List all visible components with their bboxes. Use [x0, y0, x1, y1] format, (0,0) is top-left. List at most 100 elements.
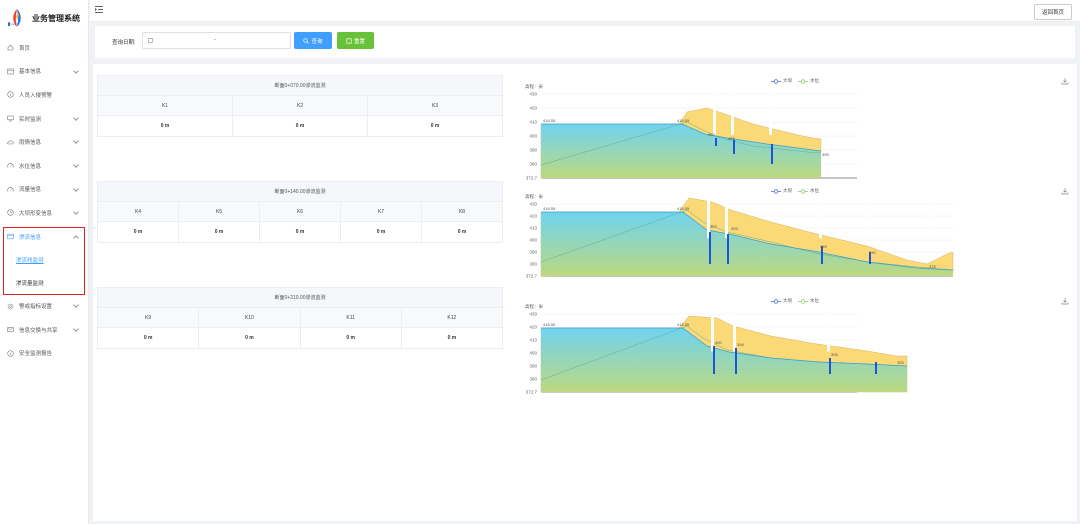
chevron-down-icon: [73, 302, 79, 309]
y-tick-label: 372.7: [526, 176, 538, 181]
chart-plot: 430 420 410 400 390 380 372.7 高程：米 418.55 418.55 4…: [525, 192, 954, 279]
chevron-down-icon: [73, 67, 79, 74]
table-cell: 0 m: [98, 116, 233, 136]
sidebar-item[interactable]: 警戒指标设置: [0, 294, 88, 318]
chart-legend: 大坝 水位: [771, 298, 819, 304]
piezometer-tube: [869, 252, 871, 264]
sidebar-item-label: 大坝形变信息: [19, 210, 53, 217]
table-cell: 0 m: [199, 328, 301, 348]
y-axis-label: 高程：米: [525, 193, 543, 200]
piezometer-tube: [829, 358, 831, 374]
piezometer-tube: [771, 144, 773, 164]
chevron-down-icon: [73, 209, 79, 215]
sidebar-subitem[interactable]: 渗流线监测: [16, 257, 44, 264]
chart-legend: 大坝 水位: [771, 188, 819, 194]
seepage-chart: 大坝 水位 430 420 410 400 390 380 372.7 高程：米 418.55 418…: [517, 72, 1077, 182]
gauge-icon: [7, 163, 14, 168]
reset-icon: [346, 37, 352, 44]
sidebar-item[interactable]: 渗流信息: [0, 225, 88, 249]
legend-item[interactable]: 大坝: [771, 188, 792, 194]
table-title: 断面0+140.00渗流监测: [98, 182, 502, 202]
sidebar-item[interactable]: 雨情信息: [0, 130, 88, 154]
logo-icon: [13, 9, 21, 27]
seepage-area: [541, 328, 907, 392]
sidebar-item-label: 渗流信息: [19, 234, 42, 241]
ground-line: [540, 209, 954, 271]
point-label: 407: [708, 132, 715, 137]
table-cell: 0 m: [430, 123, 440, 129]
table-header-cell: K11: [301, 308, 402, 327]
query-bar: 查询日期: - 查询 重置: [95, 26, 1075, 58]
sidebar-item[interactable]: 水位信息: [0, 154, 88, 178]
y-axis-label: 高程：米: [525, 83, 543, 90]
legend-item[interactable]: 水位: [798, 188, 819, 194]
sidebar-item[interactable]: 首页: [0, 36, 88, 60]
table-header-row: K1 K2 K3: [98, 96, 502, 116]
well-casing: [731, 82, 734, 135]
search-icon: [303, 37, 310, 44]
sidebar-item[interactable]: 信息交换与共享: [0, 318, 88, 342]
search-button[interactable]: 查询: [294, 32, 332, 49]
piezometer-tube: [733, 140, 735, 154]
seepage-area: [541, 212, 953, 276]
sidebar-item[interactable]: 基本信息: [0, 60, 88, 84]
piezometer-tube: [735, 348, 737, 374]
sidebar-item[interactable]: 安全监测报告: [0, 342, 88, 366]
download-icon[interactable]: [1061, 297, 1069, 305]
sidebar-item-label: 实时监测: [19, 116, 42, 123]
table-header-cell: K2: [233, 96, 368, 115]
sidebar-item[interactable]: 大坝形变信息: [0, 201, 88, 225]
table-cell: 0 m: [98, 222, 179, 242]
legend-item[interactable]: 水位: [798, 78, 819, 84]
chevron-down-icon: [73, 138, 79, 145]
well-casing: [927, 192, 930, 239]
chart-plot: 430 420 410 400 390 380 372.7 高程：米 418.55 418.55 4…: [525, 82, 857, 181]
table-header-cell: K12: [447, 315, 457, 321]
info-icon: [7, 350, 14, 357]
sidebar-item[interactable]: 流量信息: [0, 178, 88, 202]
table-header-cell: K7: [341, 202, 422, 221]
sidebar-menu: 首页基本信息 人员入侵预警实时监测雨情信息 水位信息流量信息大坝形变信息 渗流信息渗流…: [0, 36, 88, 365]
water-line: [541, 327, 908, 367]
legend-label: 水位: [810, 78, 819, 83]
mail-icon: [7, 327, 14, 333]
point-label: 405: [728, 136, 735, 141]
download-icon[interactable]: [1061, 187, 1069, 195]
topbar: 返回首页: [90, 0, 1080, 22]
ground-line: [540, 121, 822, 166]
menu-fold-icon[interactable]: [95, 6, 103, 13]
sidebar-item-label: 首页: [19, 45, 31, 52]
well-casing: [873, 302, 876, 352]
sidebar-item[interactable]: 人员入侵预警: [0, 83, 88, 107]
well-casing: [711, 302, 714, 352]
legend-item[interactable]: 水位: [798, 298, 819, 304]
y-tick-label: 400: [529, 351, 537, 356]
point-label: 418.55: [677, 322, 690, 327]
legend-marker: [798, 298, 808, 304]
sidebar-subitem[interactable]: 渗流量监测: [16, 280, 44, 287]
sidebar-item-label: 流量信息: [19, 187, 42, 194]
legend-label: 水位: [810, 298, 819, 303]
y-tick-label: 390: [529, 250, 537, 255]
y-tick-label: 410: [529, 226, 537, 231]
reset-button[interactable]: 重置: [337, 32, 374, 49]
back-home-button[interactable]: 返回首页: [1033, 4, 1072, 20]
piezometer-tube: [713, 346, 715, 374]
sidebar-item[interactable]: 实时监测: [0, 107, 88, 131]
y-axis-label: 高程：米: [525, 303, 543, 310]
point-label: 418.55: [677, 118, 690, 123]
piezometer-tube: [709, 232, 711, 264]
well-casing: [733, 302, 736, 352]
y-tick-label: 400: [529, 238, 537, 243]
point-label: 398: [737, 342, 744, 347]
table-cell: 0 m: [260, 222, 341, 242]
legend-item[interactable]: 大坝: [771, 78, 792, 84]
well-casing: [867, 192, 870, 239]
date-range-picker[interactable]: -: [142, 32, 291, 49]
download-icon[interactable]: [1061, 77, 1069, 85]
legend-item[interactable]: 大坝: [771, 298, 792, 304]
